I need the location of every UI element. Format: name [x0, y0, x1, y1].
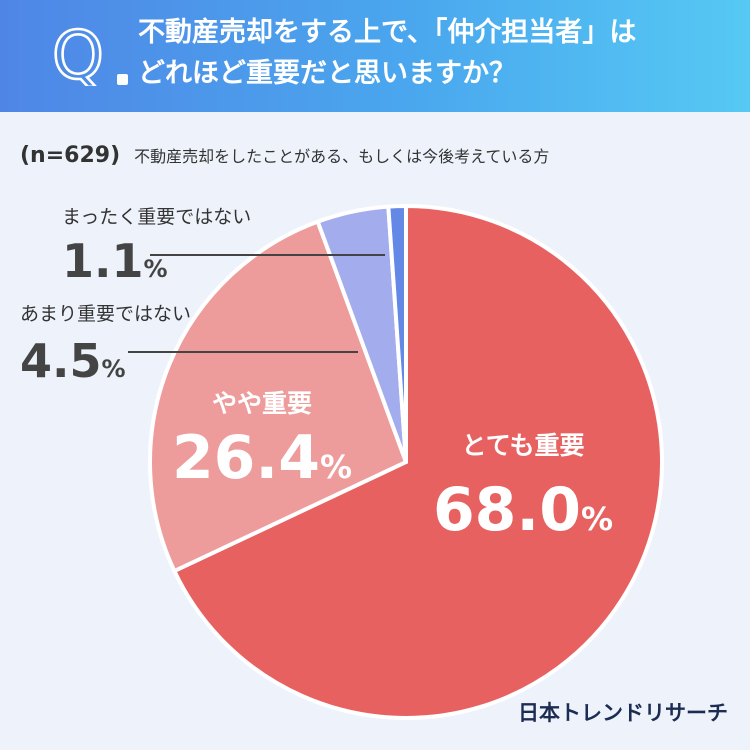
label-not-important-at-all: まったく重要ではない — [62, 206, 251, 228]
slice-very-important — [172, 204, 664, 720]
value-not-important-at-all: 1.1% — [62, 234, 168, 288]
value-not-very-important: 4.5% — [20, 334, 126, 388]
pie-slices — [148, 204, 664, 720]
label-group-not-important-at-all: まったく重要ではない 1.1% — [62, 206, 385, 288]
value-somewhat-important: 26.4% — [172, 423, 352, 493]
title-line-2: どれほど重要だと思いますか？ — [138, 58, 516, 89]
header-banner: Q 不動産売却をする上で、「仲介担当者」は どれほど重要だと思いますか？ — [0, 0, 750, 112]
label-very-important: とても重要 — [461, 431, 584, 460]
value-very-important: 68.0% — [433, 475, 613, 545]
title-line-1: 不動産売却をする上で、「仲介担当者」は — [138, 17, 637, 48]
question-title: 不動産売却をする上で、「仲介担当者」は どれほど重要だと思いますか？ — [138, 12, 738, 94]
value-unit-very-important: % — [581, 500, 613, 538]
label-somewhat-important: やや重要 — [212, 389, 312, 418]
q-icon: Q — [51, 22, 106, 86]
sample-text: 不動産売却をしたことがある、もしくは今後考えている方 — [134, 147, 550, 166]
slice-not-important-at-all — [386, 204, 408, 464]
value-number-very-important: 68.0 — [433, 475, 581, 545]
q-dot — [117, 74, 128, 85]
brand-logo: 日本トレンドリサーチ — [518, 701, 728, 725]
value-unit-not-important-at-all: % — [144, 255, 168, 283]
value-unit-not-very-important: % — [102, 355, 126, 383]
value-number-somewhat-important: 26.4 — [172, 423, 320, 493]
value-number-not-important-at-all: 1.1 — [62, 234, 144, 288]
sample-description: (n=629) 不動産売却をしたことがある、もしくは今後考えている方 — [20, 142, 740, 171]
label-group-somewhat-important: やや重要 26.4% — [172, 389, 352, 493]
value-number-not-very-important: 4.5 — [20, 334, 102, 388]
slice-somewhat-important — [148, 219, 408, 573]
value-unit-somewhat-important: % — [320, 448, 352, 486]
label-group-very-important: とても重要 68.0% — [433, 431, 613, 545]
label-not-very-important: あまり重要ではない — [20, 303, 191, 325]
sample-size: (n=629) — [20, 143, 121, 168]
q-letter: Q — [52, 22, 104, 86]
label-group-not-very-important: あまり重要ではない 4.5% — [20, 303, 358, 388]
